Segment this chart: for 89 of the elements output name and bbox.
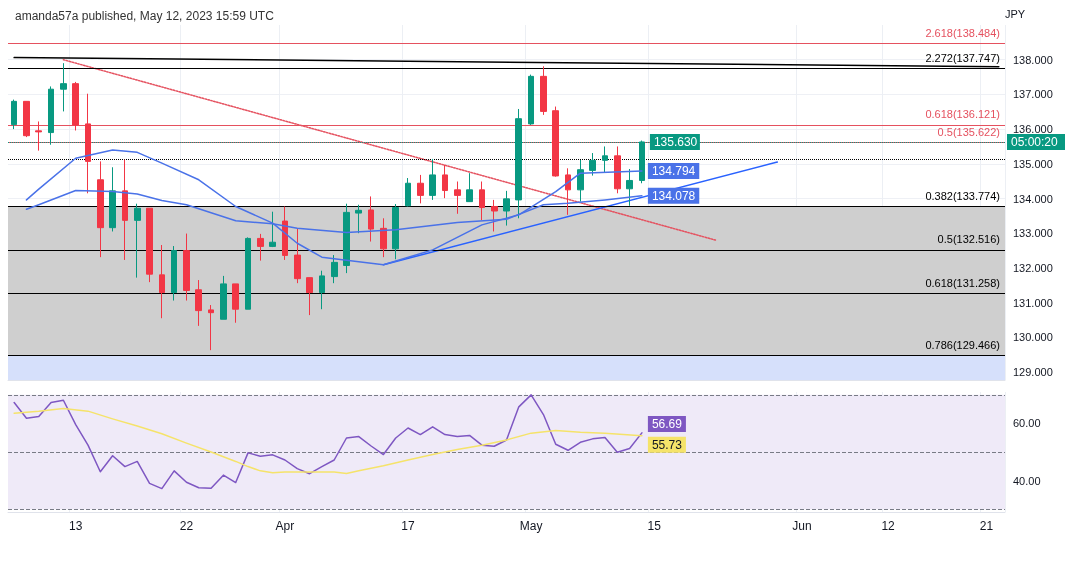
x-tick-label: May xyxy=(519,519,543,533)
y-tick-label: 130.000 xyxy=(1013,331,1053,344)
y-tick-label: 133.000 xyxy=(1013,227,1053,240)
candlestick xyxy=(552,106,559,178)
chart-title: amanda57a published, May 12, 2023 15:59 UTC xyxy=(15,9,275,23)
candlestick xyxy=(257,233,264,262)
ref-line-label: 2.272(137.747) xyxy=(925,51,1000,64)
ref-line-label: 0.618(131.258) xyxy=(925,277,1000,290)
x-tick-label: 15 xyxy=(647,519,662,533)
x-tick-label: 12 xyxy=(881,519,896,533)
y-tick-label: 129.000 xyxy=(1013,366,1053,379)
x-tick-label: Apr xyxy=(275,519,295,533)
candlestick xyxy=(11,99,17,130)
data-label: 134.078 xyxy=(651,188,696,203)
candlestick xyxy=(195,279,202,327)
ref-line-label: 0.382(133.774) xyxy=(925,189,1000,202)
candlestick xyxy=(159,244,165,319)
candlestick xyxy=(368,195,374,243)
candlestick xyxy=(122,159,128,261)
candlestick xyxy=(429,158,436,201)
candlestick xyxy=(626,168,633,207)
y-tick-label: 134.000 xyxy=(1013,192,1053,205)
candlestick xyxy=(294,227,301,284)
candlestick xyxy=(589,152,596,177)
candlestick xyxy=(417,174,424,204)
y-tick-label: 135.000 xyxy=(1013,157,1053,170)
candlestick xyxy=(540,65,547,116)
candlestick xyxy=(503,190,510,227)
candlestick xyxy=(614,145,621,194)
x-tick-label: 21 xyxy=(979,519,994,533)
x-tick-label: 22 xyxy=(179,519,194,533)
candlestick xyxy=(380,217,387,258)
ref-line-label: 0.5(135.622) xyxy=(937,125,1000,138)
line-series xyxy=(13,394,643,490)
candlestick xyxy=(171,245,177,302)
candlestick xyxy=(565,167,571,216)
data-label: 134.794 xyxy=(651,163,696,178)
candlestick xyxy=(331,254,338,284)
candlestick xyxy=(208,304,214,351)
candlestick xyxy=(355,204,362,234)
line-series xyxy=(25,149,643,266)
candlestick xyxy=(220,275,227,320)
data-label: 55.73 xyxy=(651,437,683,452)
candlestick xyxy=(306,277,313,316)
candlestick xyxy=(35,120,42,152)
candlestick xyxy=(442,164,448,199)
y-tick-label: 131.000 xyxy=(1013,296,1053,309)
y-tick-label: 132.000 xyxy=(1013,261,1053,274)
candlestick xyxy=(23,100,30,138)
candlestick xyxy=(454,181,461,215)
candlestick xyxy=(85,93,91,194)
text: 135.630 xyxy=(653,134,698,149)
candlestick xyxy=(491,199,498,232)
y-axis-title: JPY xyxy=(1005,7,1026,20)
line-series xyxy=(13,407,643,475)
candlestick xyxy=(577,159,584,203)
candlestick xyxy=(183,233,190,302)
candlestick xyxy=(97,160,104,258)
candlestick xyxy=(245,236,251,310)
y-tick-label: 60.00 xyxy=(1013,417,1041,430)
candlestick xyxy=(466,172,473,203)
candlestick xyxy=(479,181,485,221)
candlestick xyxy=(528,74,534,126)
candlestick xyxy=(343,203,350,274)
candlestick xyxy=(109,166,116,232)
candlestick xyxy=(319,270,325,310)
candlestick xyxy=(602,145,608,173)
candlestick xyxy=(392,203,399,260)
candlestick xyxy=(269,211,276,248)
ref-line-label: 0.5(132.516) xyxy=(937,233,1000,246)
y-tick-label: 137.000 xyxy=(1013,88,1053,101)
y-tick-label: 40.00 xyxy=(1013,474,1041,487)
data-label: 56.69 xyxy=(651,416,683,431)
x-tick-label: Jun xyxy=(792,519,812,533)
candlestick xyxy=(72,81,79,131)
ref-line-label: 0.786(129.466) xyxy=(925,339,1000,352)
candlestick xyxy=(232,283,239,324)
text: 05:00:20 xyxy=(1011,134,1059,149)
x-tick-label: 13 xyxy=(69,519,83,533)
y-tick-label: 136.000 xyxy=(1013,123,1053,136)
candlestick xyxy=(282,205,288,261)
candlestick xyxy=(146,207,153,283)
ref-line-label: 2.618(138.484) xyxy=(925,26,1000,39)
candlestick xyxy=(405,177,411,207)
y-tick-label: 138.000 xyxy=(1013,53,1053,66)
x-tick-label: 17 xyxy=(401,519,416,533)
candlestick xyxy=(60,62,67,112)
ref-line-label: 0.618(136.121) xyxy=(925,108,1000,121)
candlestick xyxy=(134,203,141,279)
